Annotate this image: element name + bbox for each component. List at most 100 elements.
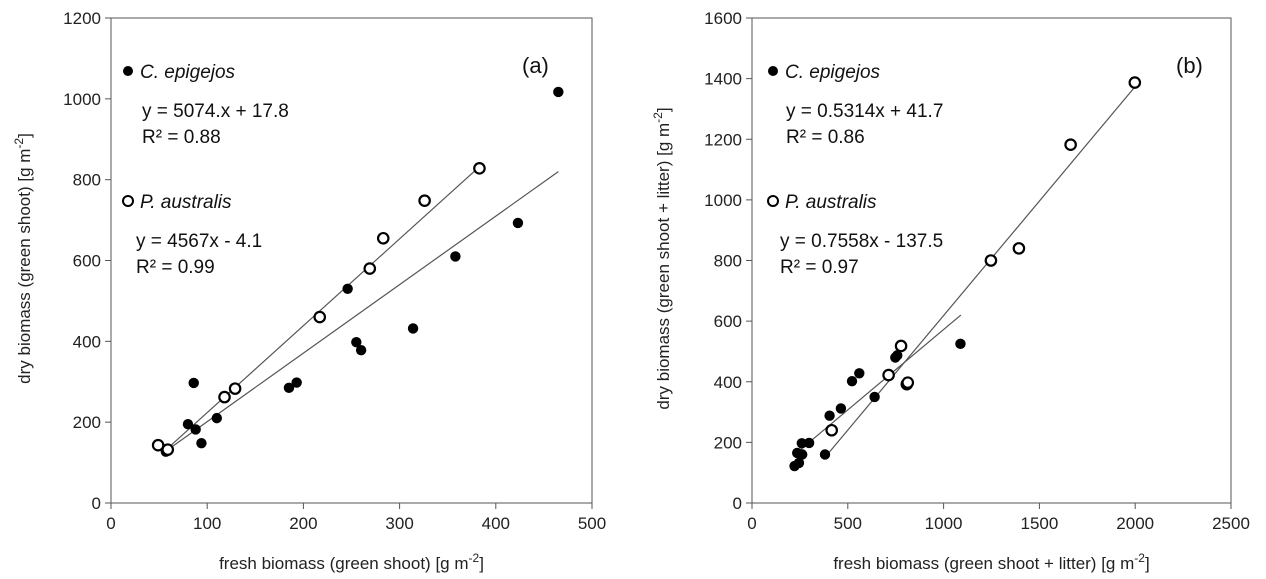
data-point-c-epigejos: [846, 375, 858, 387]
data-point-p-australis: [1064, 138, 1077, 152]
chart-panel-b: 0 500 1000 1500 2000 2500 0 200 400 600 800 1000 120…: [651, 9, 1250, 573]
data-point-c-epigejos: [553, 86, 564, 98]
data-point-c-epigejos: [793, 457, 805, 469]
equation-p-australis: y = 4567x - 4.1: [136, 231, 262, 252]
y-axis-label-main: dry biomass (green shoot) [g m: [15, 149, 34, 384]
legend-marker-c-epigejos: [123, 66, 133, 76]
data-point-p-australis: [473, 162, 486, 175]
y-tick-label: 1200: [63, 9, 101, 28]
chart-panel-a: 0 100 200 300 400 500 0 200 400 600 800 1000 1200 fre…: [12, 9, 606, 573]
data-point-p-australis: [1128, 76, 1142, 89]
y-tick-label: 0: [733, 494, 742, 513]
x-axis-label-end: ]: [479, 554, 484, 573]
data-point-c-epigejos: [796, 438, 808, 449]
equation-c-epigejos: y = 0.5314x + 41.7: [786, 101, 943, 122]
data-point-p-australis: [313, 310, 327, 324]
data-point-c-epigejos: [190, 424, 201, 435]
legend-label-p-australis: P. australis: [140, 192, 232, 213]
data-point-p-australis: [882, 368, 895, 382]
data-point-p-australis: [418, 194, 431, 207]
x-tick-label: 500: [578, 514, 606, 533]
trendline-p-australis: [163, 166, 480, 453]
y-axis-label-sup: -2: [651, 112, 665, 123]
data-point-c-epigejos: [824, 410, 835, 421]
r2-c-epigejos: R² = 0.86: [786, 127, 865, 148]
data-point-p-australis: [901, 376, 915, 389]
data-point-c-epigejos: [835, 403, 847, 414]
data-point-p-australis: [825, 423, 839, 437]
y-tick-label: 1000: [704, 191, 742, 210]
data-point-c-epigejos: [351, 336, 362, 348]
panel-label: (a): [522, 53, 549, 78]
data-point-c-epigejos: [342, 283, 353, 294]
y-tick-label: 1400: [704, 70, 742, 89]
x-axis-label: fresh biomass (green shoot) [g m-2]: [219, 551, 484, 573]
x-tick-label: 1500: [1020, 514, 1058, 533]
data-point-p-australis: [363, 262, 377, 275]
y-tick-label: 1000: [63, 90, 101, 109]
y-axis-label-end: ]: [654, 107, 673, 112]
y-tick-label: 800: [73, 171, 101, 190]
equation-c-epigejos: y = 5074.x + 17.8: [142, 101, 289, 122]
x-tick-label: 400: [482, 514, 510, 533]
x-tick-label: 100: [193, 514, 221, 533]
data-point-p-australis: [984, 254, 998, 267]
data-point-c-epigejos: [512, 217, 524, 229]
y-tick-label: 200: [73, 413, 101, 432]
x-tick-label: 0: [747, 514, 756, 533]
data-point-c-epigejos: [211, 412, 223, 424]
data-point-c-epigejos: [450, 251, 461, 262]
x-tick-label: 200: [289, 514, 317, 533]
x-tick-label: 0: [106, 514, 115, 533]
y-tick-label: 1200: [704, 130, 742, 149]
r2-c-epigejos: R² = 0.88: [142, 127, 221, 148]
x-axis-label: fresh biomass (green shoot + litter) [g …: [833, 551, 1149, 573]
data-point-c-epigejos: [196, 437, 207, 449]
x-tick-label: 500: [834, 514, 862, 533]
legend-label-c-epigejos: C. epigejos: [140, 62, 236, 83]
y-axis-label-main: dry biomass (green shoot + litter) [g m: [654, 123, 673, 410]
r2-p-australis: R² = 0.99: [136, 257, 215, 278]
trendline-c-epigejos: [795, 314, 962, 454]
data-point-p-australis: [161, 443, 175, 456]
legend-marker-p-australis: [122, 195, 134, 207]
y-tick-label: 200: [714, 433, 742, 452]
trendline-p-australis: [828, 86, 1136, 454]
legend-marker-c-epigejos: [768, 66, 778, 76]
y-tick-label: 400: [73, 332, 101, 351]
data-point-c-epigejos: [796, 449, 808, 460]
y-axis-label-sup: -2: [12, 138, 26, 149]
data-point-p-australis: [376, 231, 390, 245]
legend-label-p-australis: P. australis: [785, 192, 877, 213]
data-point-c-epigejos: [283, 382, 295, 394]
x-axis-label-sup: -2: [469, 551, 480, 565]
data-point-c-epigejos: [892, 350, 903, 361]
data-point-c-epigejos: [291, 377, 302, 388]
y-tick-label: 600: [714, 312, 742, 331]
data-point-c-epigejos: [407, 323, 419, 334]
data-point-c-epigejos: [854, 368, 865, 379]
x-tick-label: 2000: [1116, 514, 1154, 533]
x-tick-label: 300: [385, 514, 413, 533]
x-tick-label: 2500: [1212, 514, 1250, 533]
data-point-c-epigejos: [819, 449, 831, 460]
x-axis-label-end: ]: [1145, 554, 1150, 573]
y-tick-label: 0: [92, 494, 101, 513]
x-axis-label-main: fresh biomass (green shoot + litter) [g …: [833, 554, 1134, 573]
data-point-c-epigejos: [869, 391, 880, 403]
legend-marker-p-australis: [767, 195, 779, 207]
y-axis-label: dry biomass (green shoot + litter) [g m-…: [651, 107, 673, 409]
data-point-p-australis: [228, 382, 242, 395]
y-tick-label: 1600: [704, 9, 742, 28]
r2-p-australis: R² = 0.97: [780, 257, 859, 278]
data-point-c-epigejos: [188, 377, 199, 389]
x-axis-label-main: fresh biomass (green shoot) [g m: [219, 554, 468, 573]
data-point-c-epigejos: [955, 338, 966, 350]
data-point-c-epigejos: [803, 437, 815, 449]
legend-label-c-epigejos: C. epigejos: [785, 62, 881, 83]
y-axis-label-end: ]: [15, 133, 34, 138]
data-point-p-australis: [894, 339, 908, 353]
y-axis-label: dry biomass (green shoot) [g m-2]: [12, 133, 34, 384]
data-point-c-epigejos: [182, 418, 194, 430]
